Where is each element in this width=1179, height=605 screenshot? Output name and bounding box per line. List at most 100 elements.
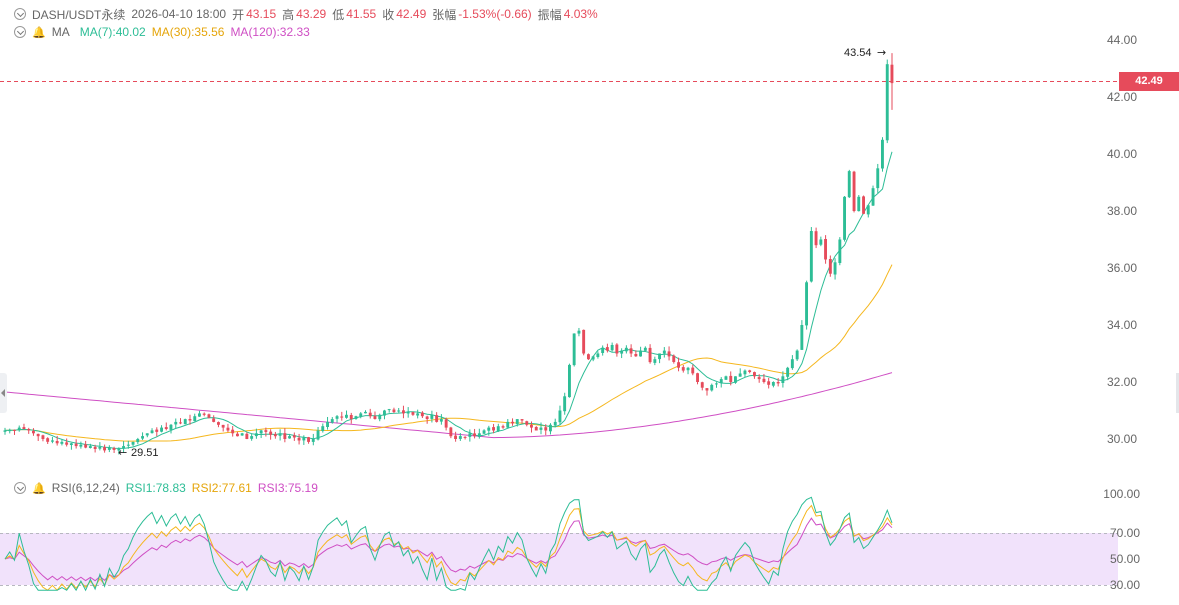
candle-body: [392, 409, 396, 412]
candle-body: [373, 416, 377, 419]
price-axis-tick-label: 44.00: [1107, 33, 1137, 47]
candle-body: [107, 447, 111, 450]
ma120-line: [4, 372, 893, 439]
candle-body: [79, 444, 83, 447]
candle-body: [705, 388, 709, 391]
candle-body: [463, 436, 467, 438]
candle-body: [833, 262, 837, 275]
right-panel-handle[interactable]: [1176, 373, 1179, 413]
candle-body: [700, 382, 704, 388]
candle-body: [852, 171, 856, 211]
candle-body: [677, 362, 680, 368]
candle-body: [843, 196, 846, 240]
current-price-tag: 42.49: [1119, 72, 1179, 91]
alert-bell-icon[interactable]: 🔔: [32, 26, 46, 39]
candle-body: [145, 433, 149, 436]
candle-body: [292, 435, 296, 438]
candle-body: [558, 410, 562, 423]
candle-body: [169, 424, 173, 430]
candle-body: [790, 359, 794, 369]
rsi-indicator-name[interactable]: RSI(6,12,24): [51, 481, 120, 495]
candle-body: [155, 429, 159, 432]
candle-body: [534, 427, 538, 431]
min-price-arrow: ←: [118, 446, 127, 459]
candle-body: [691, 367, 695, 374]
candle-body: [591, 356, 595, 360]
candle-body: [273, 434, 277, 437]
candle-body: [819, 239, 823, 245]
candle-body: [65, 442, 69, 445]
candle-body: [278, 433, 282, 436]
candle-body: [55, 441, 59, 444]
candle-body: [51, 440, 54, 442]
candle-body: [179, 422, 182, 424]
candle-body: [36, 433, 40, 437]
candle-body: [885, 64, 889, 141]
candle-body: [662, 350, 666, 354]
candle-body: [416, 413, 420, 416]
change-value: -1.53%(-0.66): [458, 7, 532, 21]
candle-body: [122, 446, 125, 449]
candle-body: [202, 413, 206, 415]
candle-body: [506, 421, 510, 428]
candle-body: [98, 447, 102, 449]
candle-body: [316, 430, 320, 440]
candle-body: [217, 422, 220, 425]
candle-body: [103, 447, 106, 451]
collapse-chevron-icon[interactable]: [14, 26, 26, 38]
candle-body: [226, 427, 230, 431]
ma7-line: [4, 151, 893, 449]
price-axis-tick-label: 40.00: [1107, 147, 1137, 161]
ma-legend: 🔔 MA MA(7):40.02 MA(30):35.56 MA(120):32…: [14, 24, 316, 40]
symbol-name[interactable]: DASH/USDT永续: [32, 7, 126, 22]
candle-body: [572, 333, 576, 366]
ma-indicator-name[interactable]: MA: [51, 25, 70, 39]
candle-body: [406, 411, 410, 414]
candle-body: [160, 427, 163, 432]
low-value: 41.55: [346, 7, 377, 21]
candle-body: [639, 350, 642, 357]
candlestick-series: [3, 53, 894, 455]
max-price-label: 43.54: [844, 47, 872, 59]
rsi-lines: [4, 496, 893, 592]
price-axis-tick-label: 38.00: [1107, 204, 1137, 218]
candle-body: [738, 373, 742, 377]
candle-body: [857, 196, 861, 212]
candle-body: [17, 427, 21, 431]
candle-body: [8, 429, 12, 432]
candle-body: [681, 367, 685, 371]
collapse-chevron-icon[interactable]: [14, 8, 26, 20]
candle-body: [212, 418, 216, 422]
candle-body: [501, 426, 505, 428]
candle-body: [117, 448, 121, 451]
candle-body: [88, 446, 92, 448]
candle-body: [345, 414, 348, 418]
candle-body: [13, 429, 16, 431]
close-value: 42.49: [396, 7, 427, 21]
candle-body: [601, 347, 605, 353]
collapse-chevron-icon[interactable]: [14, 482, 26, 494]
ma30-legend: MA(30):35.56: [151, 25, 225, 39]
left-panel-handle[interactable]: [0, 373, 7, 413]
candle-body: [207, 414, 211, 418]
alert-bell-icon[interactable]: 🔔: [32, 482, 46, 495]
candle-body: [150, 430, 154, 434]
price-axis-tick-label: 32.00: [1107, 375, 1137, 389]
candle-body: [610, 345, 614, 351]
candle-body: [549, 424, 552, 432]
candle-body: [74, 443, 78, 447]
candle-body: [425, 416, 429, 419]
candle-body: [814, 231, 818, 246]
candle-body: [828, 259, 832, 274]
candle-body: [411, 412, 415, 415]
candle-body: [468, 433, 472, 437]
candle-body: [757, 377, 761, 380]
candle-body: [795, 350, 799, 360]
open-label: 开: [232, 7, 245, 22]
candle-body: [729, 375, 733, 382]
candle-body: [198, 413, 201, 417]
candle-body: [259, 430, 263, 434]
rsi-axis-tick-label: 50.00: [1110, 552, 1140, 566]
candle-body: [776, 382, 780, 384]
